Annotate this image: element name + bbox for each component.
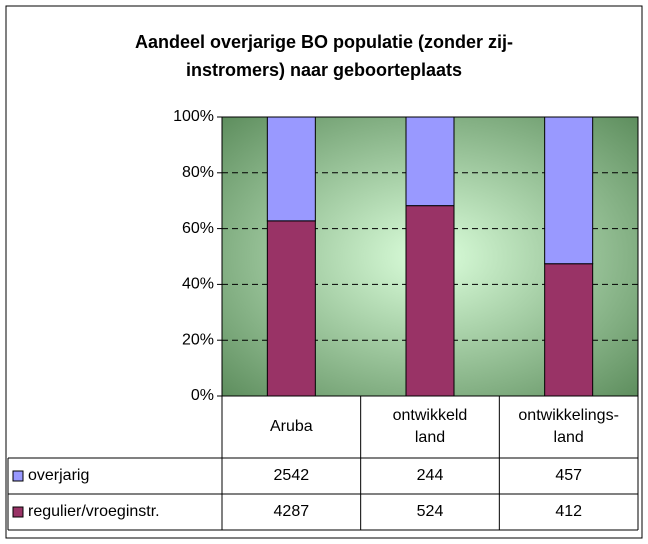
y-tick-label: 40% [182,276,214,293]
table-value: 524 [417,503,444,520]
table-value: 412 [555,503,582,520]
bar-segment [544,263,594,397]
x-tick-label: Aruba [269,418,313,435]
chart-title: Aandeel overjarige BO populatie (zonder … [134,32,514,80]
legend-label: overjarig [28,467,89,484]
table-value: 2542 [274,467,310,484]
y-tick-label: 20% [182,331,214,348]
bar-segment [405,205,455,397]
y-tick-label: 100% [173,108,214,125]
x-tick-label: ontwikkelings-land [518,407,619,446]
bar-segment [266,116,316,222]
legend-swatch [12,506,24,518]
legend-swatch [12,470,24,482]
table-value: 244 [417,467,444,484]
x-tick-label: ontwikkeld land [392,407,468,446]
legend-label: regulier/vroeginstr. [28,503,160,520]
bar-segment [266,220,316,397]
y-tick-label: 60% [182,220,214,237]
bar-segment [544,116,594,265]
table-value: 457 [555,467,582,484]
bar-segment [405,116,455,207]
table-value: 4287 [274,503,310,520]
y-tick-label: 80% [182,164,214,181]
y-tick-label: 0% [191,387,214,404]
